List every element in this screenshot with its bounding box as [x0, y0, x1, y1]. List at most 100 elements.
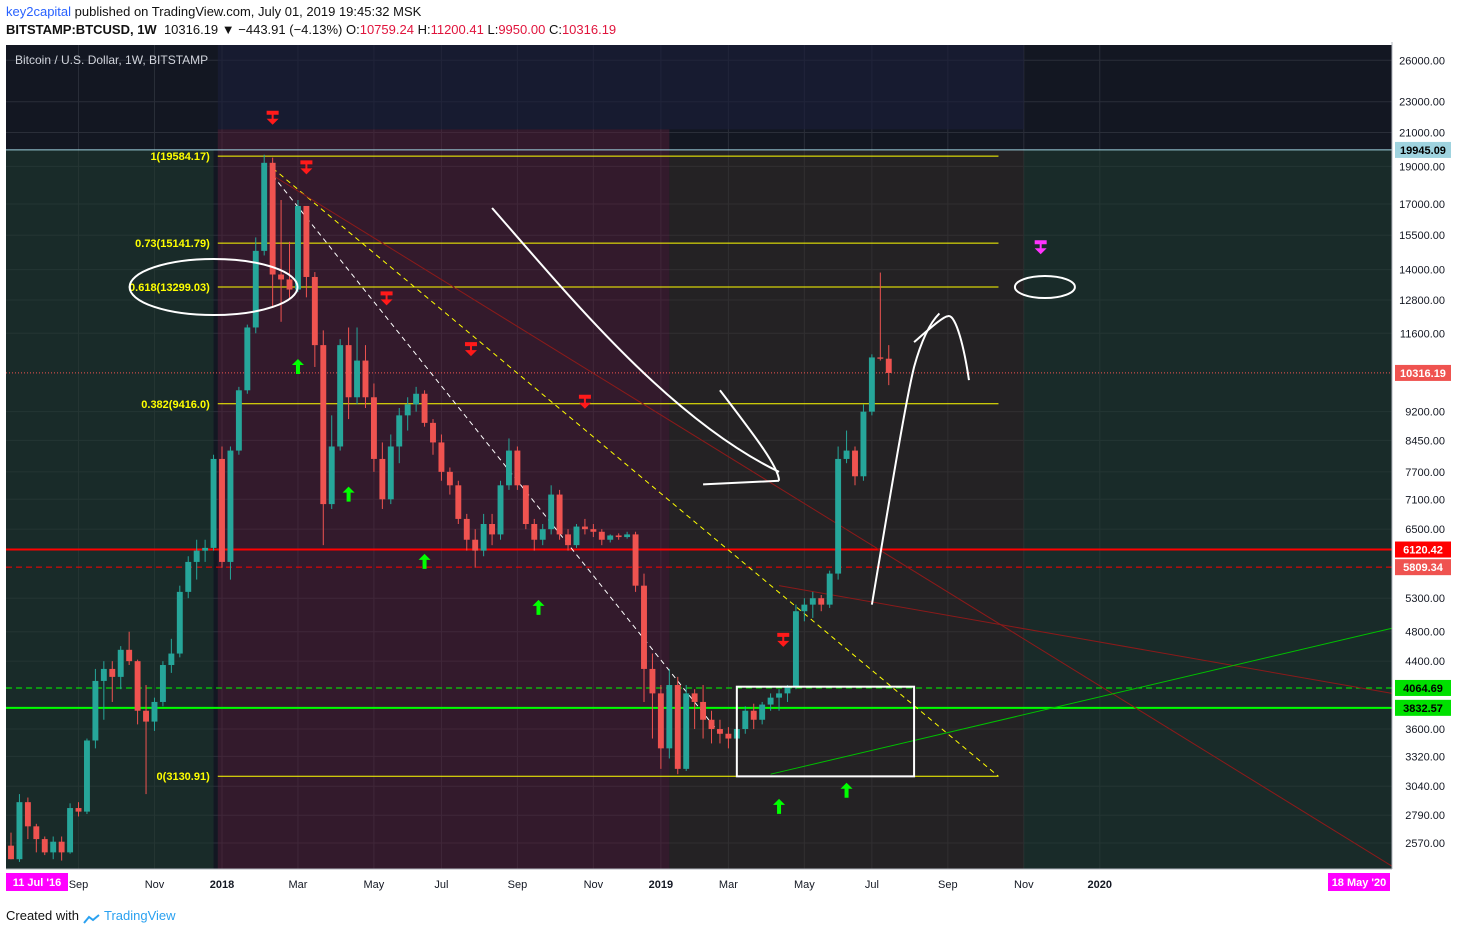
- price-tick-label: 2570.00: [1405, 838, 1445, 850]
- candle-body: [387, 446, 394, 500]
- candle-body: [750, 710, 757, 720]
- candle-body: [590, 529, 597, 532]
- price-tick-label: 11600.00: [1400, 328, 1445, 340]
- candle-body: [455, 485, 462, 519]
- fib-label: 1(19584.17): [150, 151, 210, 163]
- candle-body: [24, 802, 31, 827]
- candle-body: [691, 693, 698, 702]
- candle-body: [683, 693, 690, 769]
- bear-zone-2018: [217, 129, 670, 870]
- candle-body: [219, 458, 225, 562]
- price-chart[interactable]: 1(19584.17) 0.73(15141.79) 0.618(13299.03)…: [0, 42, 1469, 898]
- candle-body: [835, 458, 842, 574]
- time-tick-label: May: [794, 879, 815, 891]
- tradingview-link[interactable]: TradingView: [104, 908, 176, 923]
- last-price: 10316.19: [163, 22, 219, 37]
- time-tick-label: Sep: [69, 879, 89, 891]
- circled-top-wick: [1013, 274, 1076, 299]
- red-down-arrow-icon: [578, 394, 591, 409]
- red-down-arrow-icon: [777, 632, 790, 647]
- price-axis-tag-text: 3832.57: [1403, 703, 1443, 715]
- candle-body: [278, 274, 285, 280]
- candle-body: [303, 205, 310, 277]
- price-axis-tag: [1395, 141, 1451, 158]
- candle-body: [227, 450, 234, 562]
- time-tick-label: Mar: [719, 879, 738, 891]
- green-up-arrow-icon: [532, 599, 545, 615]
- start-date-tag: [6, 873, 68, 891]
- candle-body: [8, 845, 14, 860]
- candle-body: [100, 668, 107, 681]
- price-axis-tag: [1395, 699, 1451, 716]
- candle-body: [717, 729, 723, 734]
- candle-body: [320, 345, 327, 505]
- time-tick-label: Sep: [938, 879, 958, 891]
- candle-body: [193, 550, 200, 562]
- price-tick-label: 4800.00: [1405, 627, 1445, 639]
- candle-body: [337, 345, 344, 447]
- close-label: C:: [548, 22, 562, 37]
- low-value: 9950.00: [498, 22, 546, 37]
- candle-body: [396, 415, 403, 447]
- price-change: ▼ −443.91 (−4.13%): [221, 22, 343, 37]
- time-tick-label: Mar: [288, 879, 307, 891]
- price-axis-tag: [1395, 559, 1451, 576]
- green-up-arrow-icon: [773, 798, 786, 814]
- candle-body: [252, 250, 259, 328]
- accumulation-zone-2019: [669, 149, 1024, 869]
- accumulation-box: [735, 685, 916, 778]
- green-up-arrow-icon: [342, 486, 355, 502]
- hand-arrowhead-up: [913, 315, 970, 381]
- created-with-text: Created with: [6, 908, 79, 923]
- candle-body: [480, 524, 487, 551]
- candle-body: [41, 839, 48, 853]
- start-date-text: 11 Jul '16: [13, 877, 62, 889]
- price-tick-label: 15500.00: [1399, 230, 1445, 242]
- price-tick-label: 6500.00: [1405, 524, 1445, 536]
- candle-body: [632, 534, 639, 586]
- candle-body: [809, 598, 816, 605]
- price-tick-label: 3040.00: [1405, 781, 1445, 793]
- candle-body: [852, 450, 858, 477]
- time-tick-label: Jul: [865, 879, 879, 891]
- candle-body: [370, 397, 377, 459]
- fib-label: 0.73(15141.79): [135, 238, 210, 250]
- symbol-label: BITSTAMP:BTCUSD, 1W: [6, 22, 157, 37]
- author-link[interactable]: key2capital: [6, 4, 72, 19]
- candle-body: [767, 697, 774, 705]
- candle-body: [210, 458, 217, 548]
- time-axis-background: [0, 869, 1392, 898]
- magenta-down-arrow-icon: [1034, 240, 1047, 255]
- price-axis-tag-text: 19945.09: [1400, 145, 1446, 157]
- candle-body: [202, 547, 209, 551]
- price-tick-label: 12800.00: [1399, 295, 1445, 307]
- time-tick-label: Nov: [145, 879, 165, 891]
- candle-body: [269, 162, 276, 275]
- candle-body: [877, 357, 884, 359]
- candle-body: [134, 661, 141, 711]
- tradingview-logo-icon: [82, 912, 101, 924]
- trendline-red: [272, 174, 1393, 867]
- candle-body: [522, 485, 529, 525]
- candle-body: [446, 471, 453, 486]
- candle-body: [581, 526, 588, 530]
- candle-body: [556, 494, 563, 535]
- candle-body: [126, 649, 133, 662]
- price-axis-tag-text: 6120.42: [1403, 545, 1443, 557]
- candle-body: [235, 390, 242, 451]
- candle-body: [489, 524, 496, 535]
- bull-zone-2017: [6, 149, 214, 869]
- price-axis-tag-text: 5809.34: [1403, 562, 1444, 574]
- candle-body: [168, 653, 175, 666]
- candle-body: [514, 450, 521, 486]
- red-down-arrow-icon: [464, 342, 477, 357]
- candle-body: [615, 535, 622, 538]
- candle-body: [818, 598, 825, 605]
- candle-body: [607, 535, 614, 540]
- time-tick-label: Jul: [434, 879, 448, 891]
- candle-body: [33, 826, 40, 840]
- price-tick-label: 5300.00: [1405, 593, 1445, 605]
- hand-arrowhead: [703, 389, 781, 486]
- footer: Created with TradingView: [6, 908, 176, 924]
- price-tick-label: 2790.00: [1405, 810, 1445, 822]
